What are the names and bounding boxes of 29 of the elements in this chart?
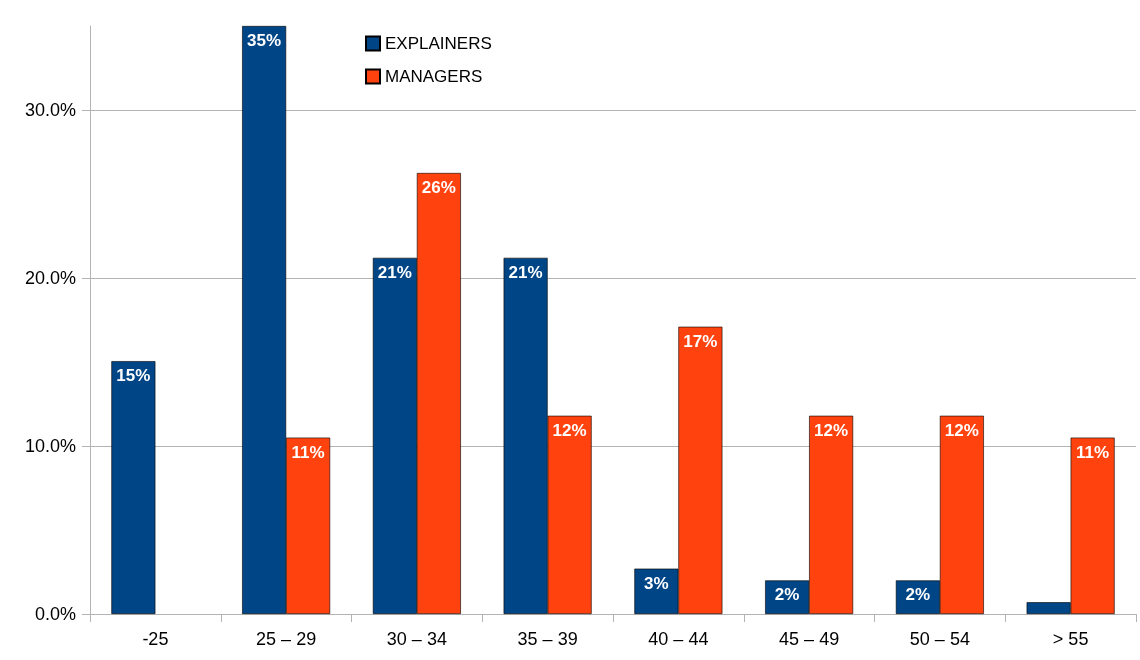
- data-label: 12%: [552, 420, 587, 440]
- data-label: 15%: [116, 366, 151, 386]
- y-tick-label: 0.0%: [34, 604, 76, 624]
- x-tick-label: 25 – 29: [256, 629, 317, 649]
- data-label: 2%: [905, 585, 931, 605]
- y-tick-label: 30.0%: [24, 100, 76, 120]
- x-tick-label: 30 – 34: [386, 629, 447, 649]
- x-tick-label: > 55: [1052, 629, 1089, 649]
- data-label: 21%: [508, 262, 543, 282]
- data-label: 2%: [774, 585, 800, 605]
- legend-label: MANAGERS: [385, 67, 483, 86]
- data-label: 11%: [291, 442, 325, 462]
- data-label: 35%: [247, 31, 282, 50]
- x-tick-label: -25: [142, 629, 169, 649]
- data-label: 11%: [1076, 442, 1110, 462]
- data-label: 12%: [944, 420, 979, 440]
- data-label: 12%: [814, 420, 849, 440]
- data-label: 26%: [421, 178, 456, 197]
- x-tick-label: 35 – 39: [517, 629, 578, 649]
- x-tick-label: 50 – 54: [909, 629, 970, 649]
- y-tick-label: 10.0%: [24, 436, 76, 456]
- bar: [111, 361, 156, 614]
- data-label: 3%: [644, 573, 669, 593]
- x-tick-label: 40 – 44: [648, 629, 709, 649]
- y-tick-label: 20.0%: [24, 268, 76, 288]
- data-label: 17%: [683, 331, 718, 351]
- data-label: 21%: [377, 262, 412, 282]
- legend-label: EXPLAINERS: [385, 34, 492, 53]
- x-tick-label: 45 – 49: [779, 629, 840, 649]
